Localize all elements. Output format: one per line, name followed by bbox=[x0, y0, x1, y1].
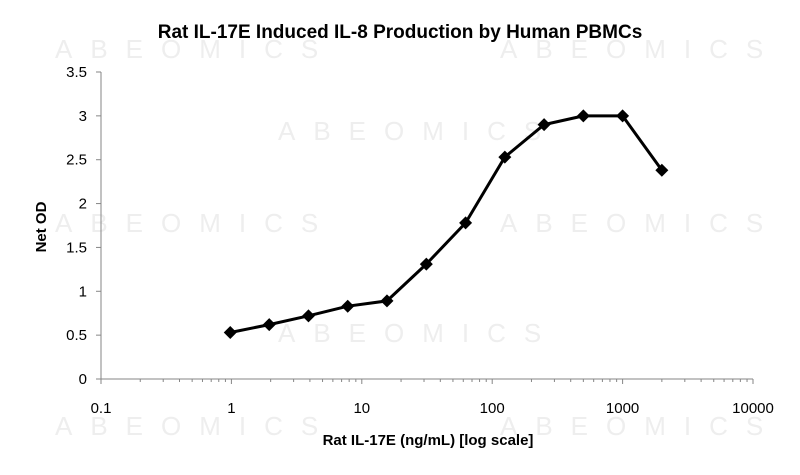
data-point-marker bbox=[498, 150, 512, 164]
tick-labels: 0 0.5 1 1.5 2 2.5 3 3.5 0.1 1 10 100 1000 10000 bbox=[66, 64, 774, 417]
y-tick-label: 2.5 bbox=[66, 152, 87, 169]
watermark: ABEOMICS bbox=[55, 411, 336, 441]
x-axis-title: Rat IL-17E (ng/mL) [log scale] bbox=[323, 432, 534, 449]
y-tick-label: 0.5 bbox=[66, 327, 87, 344]
watermark: ABEOMICS bbox=[55, 208, 336, 238]
data-point-marker bbox=[537, 118, 551, 132]
y-tick-label: 0 bbox=[79, 371, 87, 388]
data-point-marker bbox=[301, 309, 315, 323]
y-tick-label: 1.5 bbox=[66, 239, 87, 256]
data-point-marker bbox=[459, 216, 473, 230]
x-tick-label: 100 bbox=[480, 400, 505, 417]
axes bbox=[96, 71, 754, 384]
x-tick-label: 10000 bbox=[732, 400, 774, 417]
x-tick-label: 1000 bbox=[606, 400, 639, 417]
data-point-marker bbox=[341, 299, 355, 313]
y-tick-label: 2 bbox=[79, 196, 87, 213]
data-point-marker bbox=[223, 326, 237, 340]
watermark: ABEOMICS bbox=[278, 116, 559, 146]
y-axis-title: Net OD bbox=[33, 201, 50, 252]
data-point-marker bbox=[419, 257, 433, 271]
watermark: ABEOMICS bbox=[500, 34, 781, 64]
y-tick-label: 3.5 bbox=[66, 64, 87, 81]
watermark: ABEOMICS bbox=[500, 411, 781, 441]
data-point-marker bbox=[616, 109, 630, 123]
y-tick-label: 3 bbox=[79, 108, 87, 125]
data-point-marker bbox=[655, 163, 669, 177]
data-point-marker bbox=[262, 318, 276, 332]
watermark: ABEOMICS bbox=[500, 208, 781, 238]
data-point-marker bbox=[380, 294, 394, 308]
chart-title: Rat IL-17E Induced IL-8 Production by Hu… bbox=[158, 22, 643, 43]
x-tick-label: 10 bbox=[353, 400, 370, 417]
watermark: ABEOMICS bbox=[278, 318, 559, 348]
watermark-layer: ABEOMICS ABEOMICS ABEOMICS ABEOMICS ABEO… bbox=[55, 34, 781, 441]
x-tick-label: 1 bbox=[227, 400, 235, 417]
x-tick-label: 0.1 bbox=[91, 400, 112, 417]
series-line bbox=[230, 114, 664, 334]
y-tick-label: 1 bbox=[79, 283, 87, 300]
series-layer bbox=[223, 109, 669, 340]
watermark: ABEOMICS bbox=[55, 34, 336, 64]
data-point-marker bbox=[576, 109, 590, 123]
